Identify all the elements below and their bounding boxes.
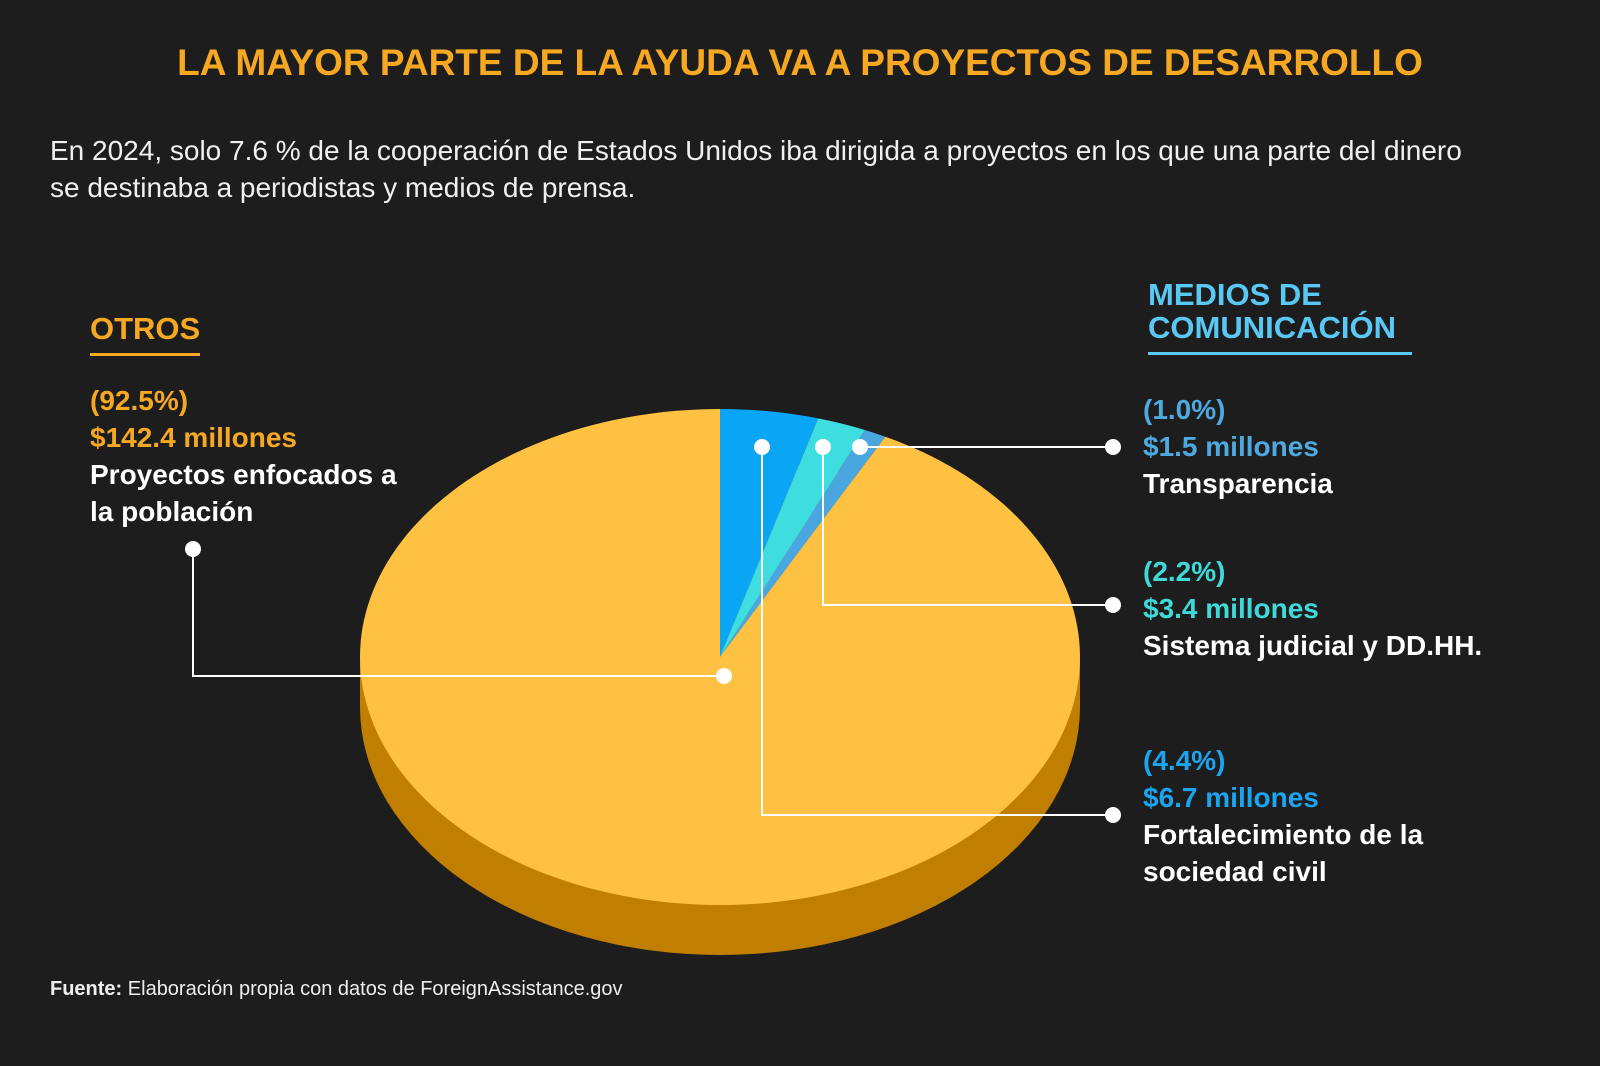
value-label: (2.2%) bbox=[1143, 556, 1226, 587]
pie-slice bbox=[720, 418, 865, 657]
value-label: (4.4%) bbox=[1143, 745, 1226, 776]
leader-dot bbox=[185, 541, 201, 557]
leader-lines bbox=[192, 446, 1113, 816]
slice-label: (4.4%) $6.7 millones Fortalecimiento de la… bbox=[1143, 742, 1463, 890]
leader-dot bbox=[1105, 807, 1121, 823]
slice-label: (92.5%) $142.4 millones Proyectos enfocado… bbox=[90, 382, 420, 530]
group-heading: MEDIOS DE COMUNICACIÓN bbox=[1148, 278, 1412, 355]
leader-dot bbox=[1105, 439, 1121, 455]
value-label: (1.0%) bbox=[1143, 394, 1226, 425]
group-heading: OTROS bbox=[90, 312, 201, 356]
chart-subtitle: En 2024, solo 7.6 % de la cooperación de… bbox=[50, 135, 1462, 203]
pie-slice bbox=[720, 409, 819, 657]
leader-dot bbox=[716, 668, 732, 684]
value-label: (92.5%) bbox=[90, 385, 189, 416]
leader-line bbox=[192, 549, 724, 677]
leader-dot bbox=[1105, 597, 1121, 613]
leader-dot bbox=[852, 439, 868, 455]
slice-label: (2.2%) $3.4 millones Sistema judicial y DD… bbox=[1143, 553, 1563, 664]
slices bbox=[360, 409, 1080, 905]
leader-line bbox=[822, 447, 1113, 606]
chart-title: LA MAYOR PARTE DE LA AYUDA VA A PROYECTO… bbox=[177, 42, 1423, 83]
leader-dot bbox=[815, 439, 831, 455]
source-text: Elaboración propia con datos de ForeignA… bbox=[127, 978, 623, 1000]
pie-slice bbox=[360, 409, 1080, 905]
amount-label: $3.4 millones bbox=[1143, 593, 1319, 624]
leader-dots bbox=[185, 439, 1121, 823]
amount-label: $6.7 millones bbox=[1143, 782, 1319, 813]
slice-label: (1.0%) $1.5 millones Transparencia bbox=[1143, 391, 1563, 502]
source-label: Fuente: bbox=[50, 978, 123, 1000]
category-label: Sistema judicial y DD.HH. bbox=[1143, 630, 1483, 661]
leader-dot bbox=[754, 439, 770, 455]
amount-label: $142.4 millones bbox=[90, 422, 298, 453]
category-label: Proyectos enfocados a la población bbox=[90, 459, 397, 527]
leader-line bbox=[761, 447, 1113, 816]
amount-label: $1.5 millones bbox=[1143, 431, 1319, 462]
category-label: Transparencia bbox=[1143, 468, 1333, 499]
source: Fuente: Elaboración propia con datos de … bbox=[50, 978, 623, 1001]
category-label: Fortalecimiento de la sociedad civil bbox=[1143, 819, 1424, 887]
